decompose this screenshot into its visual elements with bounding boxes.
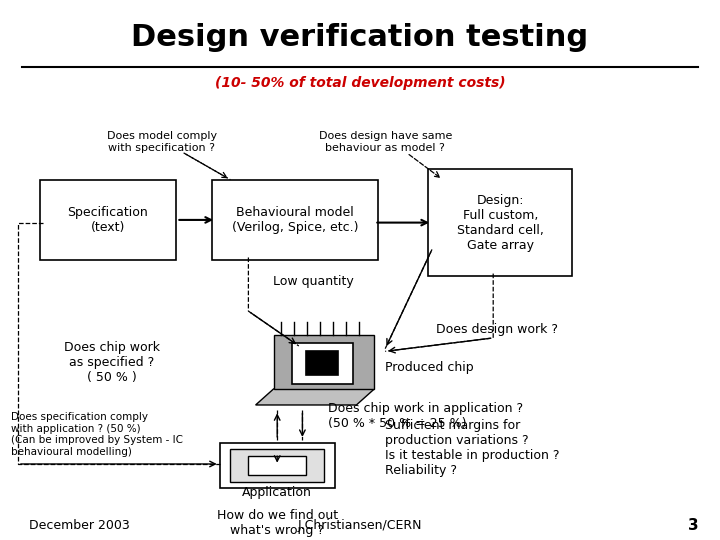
Text: 3: 3 [688,518,698,533]
Text: Application: Application [242,486,312,499]
Polygon shape [256,389,374,405]
Text: J.Christiansen/CERN: J.Christiansen/CERN [298,519,422,532]
Text: Does chip work in application ?
(50 % * 50 % = 25 %): Does chip work in application ? (50 % * … [328,402,523,430]
Text: How do we find out
what's wrong ?: How do we find out what's wrong ? [217,509,338,537]
Bar [230,449,324,482]
Text: Behavioural model
(Verilog, Spice, etc.): Behavioural model (Verilog, Spice, etc.) [232,206,359,234]
Text: December 2003: December 2003 [29,519,130,532]
Bar [220,442,335,488]
FancyBboxPatch shape [428,169,572,276]
Text: Does design have same
behaviour as model ?: Does design have same behaviour as model… [318,131,452,153]
Text: Design:
Full custom,
Standard cell,
Gate array: Design: Full custom, Standard cell, Gate… [457,194,544,252]
Polygon shape [274,335,374,389]
Bar [248,456,306,475]
Bar [306,352,338,375]
Text: Design verification testing: Design verification testing [132,23,588,52]
Text: Specification
(text): Specification (text) [68,206,148,234]
Text: Sufficient margins for
production variations ?
Is it testable in production ?
Re: Sufficient margins for production variat… [385,419,559,477]
Bar [292,343,353,383]
Text: (10- 50% of total development costs): (10- 50% of total development costs) [215,76,505,90]
Text: Does specification comply
with application ? (50 %)
(Can be improved by System -: Does specification comply with applicati… [11,412,183,457]
FancyBboxPatch shape [40,180,176,260]
Text: Produced chip: Produced chip [385,361,474,374]
Text: Does model comply
with specification ?: Does model comply with specification ? [107,131,217,153]
Text: Low quantity: Low quantity [273,275,354,288]
Text: Does chip work
as specified ?
( 50 % ): Does chip work as specified ? ( 50 % ) [63,341,160,383]
Text: Does design work ?: Does design work ? [436,323,557,336]
FancyBboxPatch shape [212,180,378,260]
